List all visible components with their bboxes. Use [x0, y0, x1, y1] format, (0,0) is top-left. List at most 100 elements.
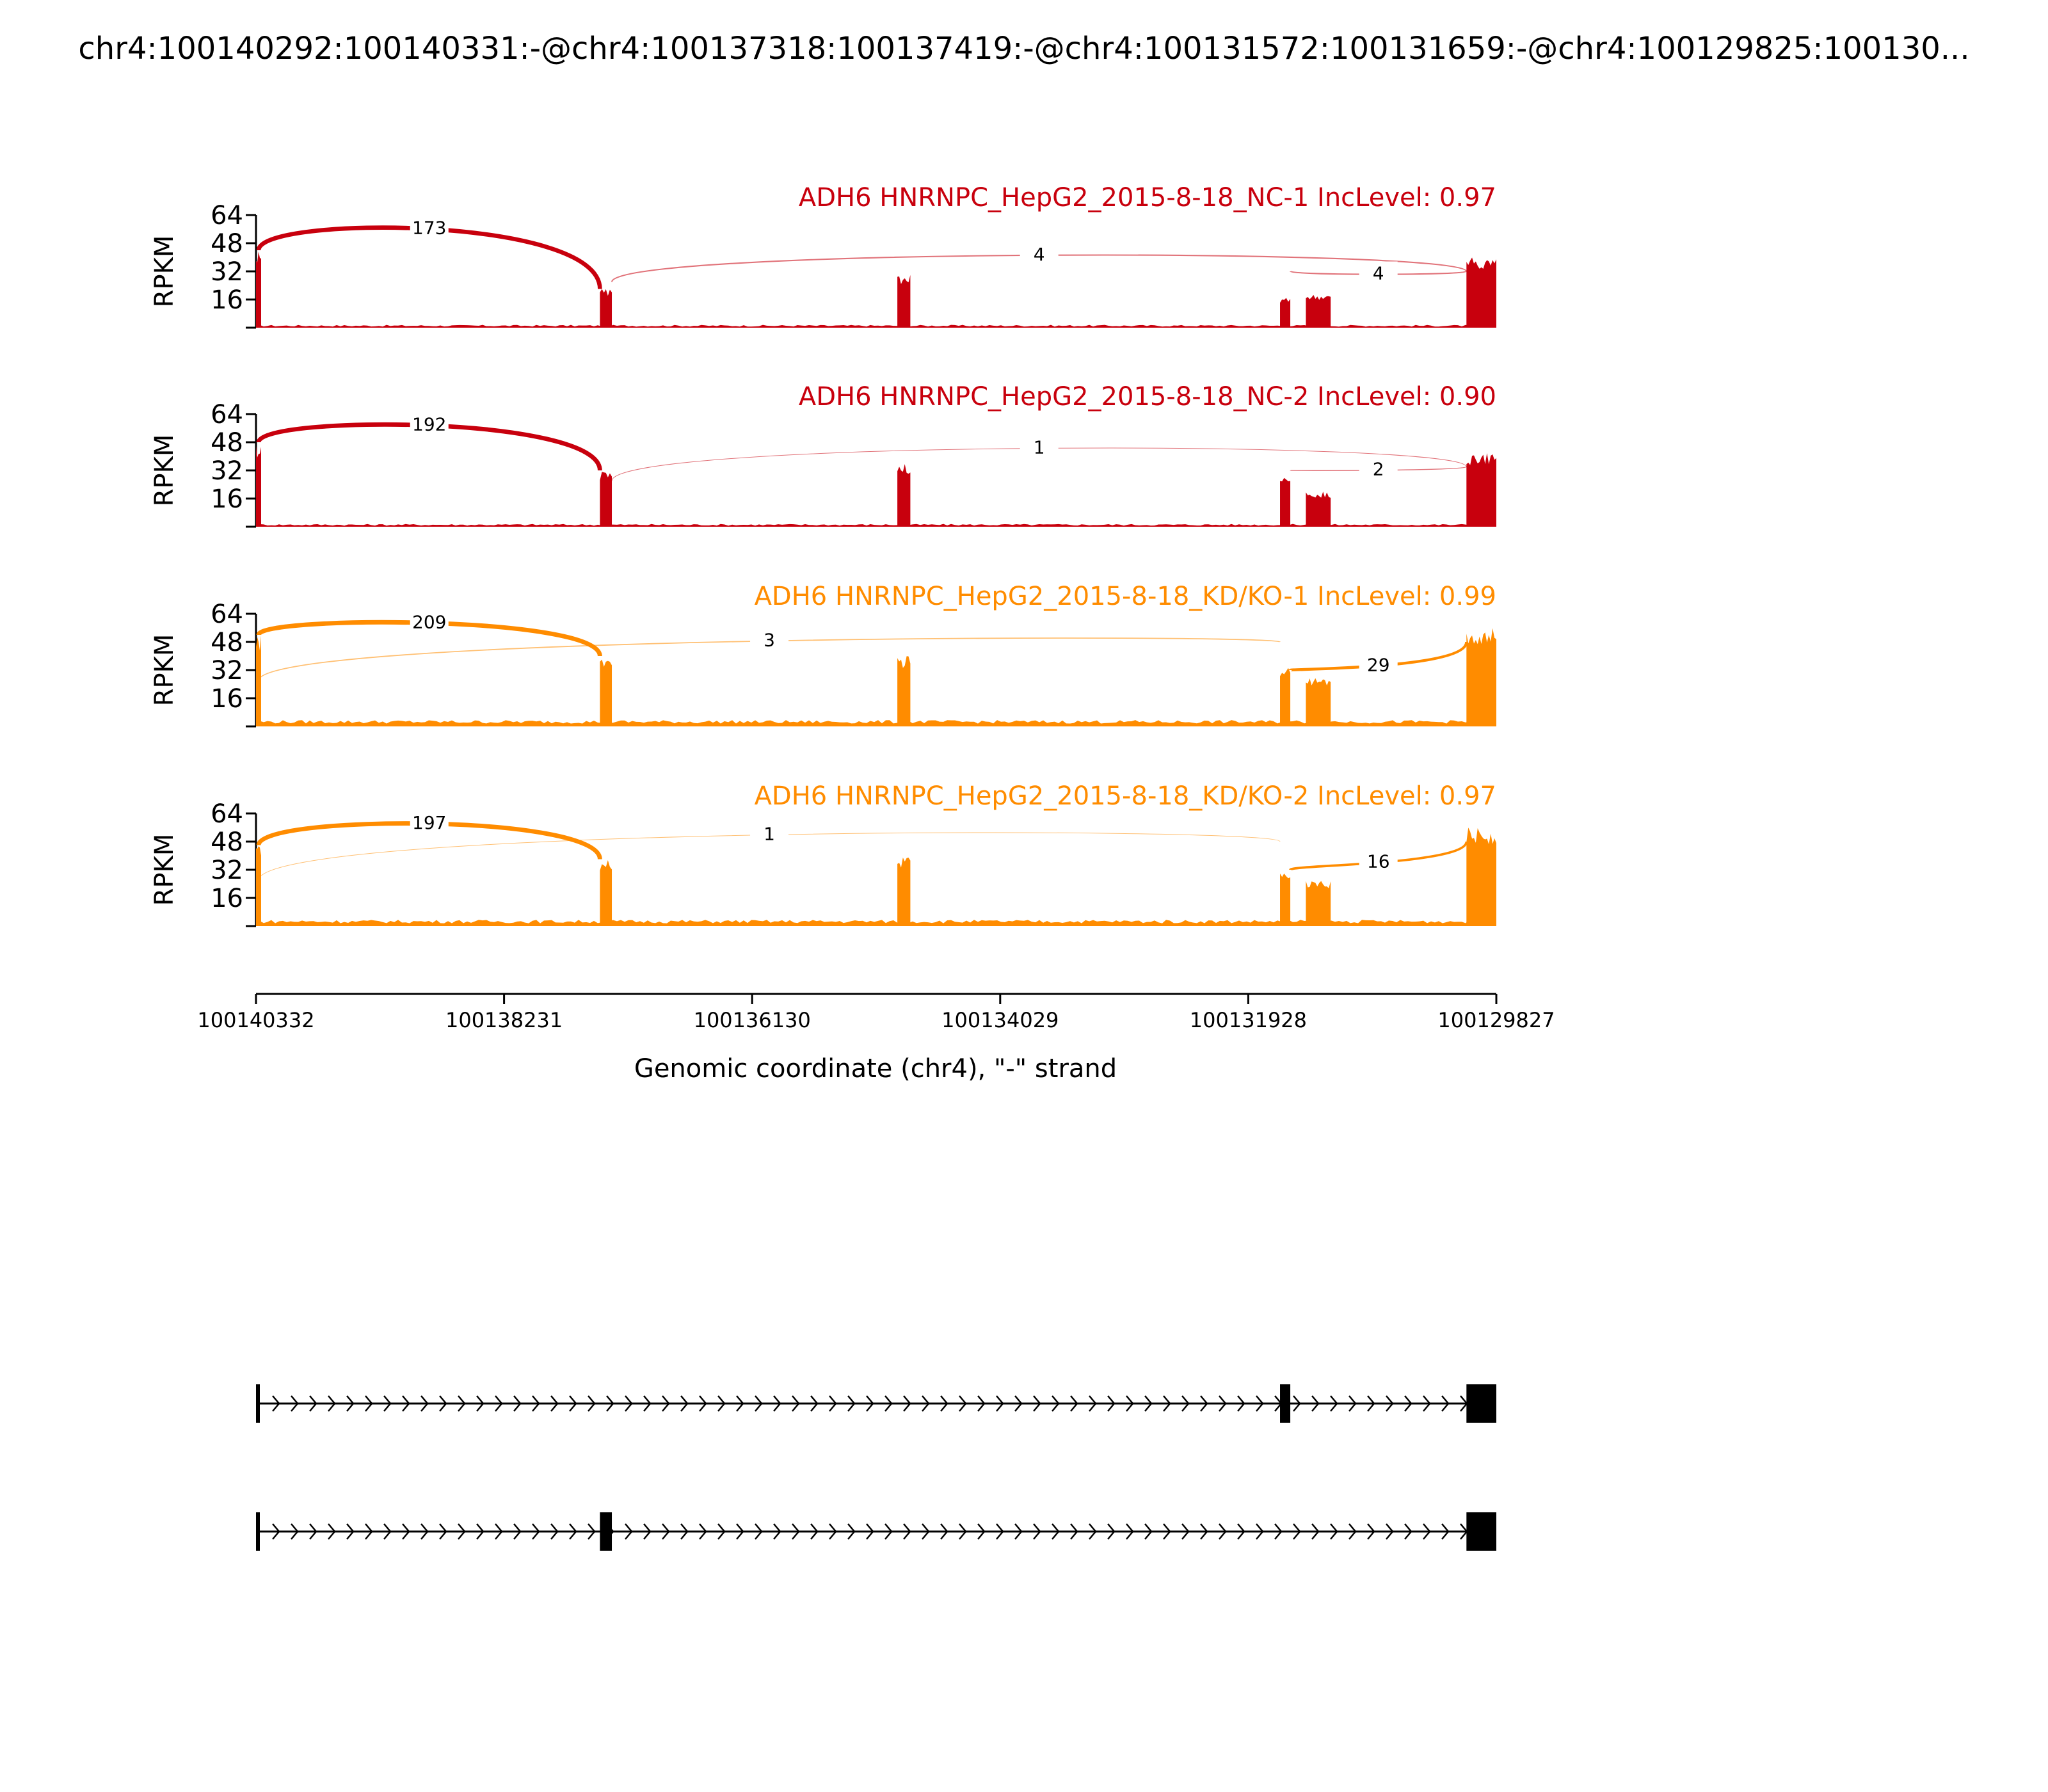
background-coverage — [256, 920, 1496, 926]
strand-arrow — [1200, 1523, 1208, 1540]
strand-arrow — [643, 1395, 652, 1412]
exon-coverage-2 — [600, 659, 612, 726]
isoform-exon-2 — [600, 1512, 612, 1551]
strand-arrow — [588, 1523, 596, 1540]
x-tick-label: 100134029 — [941, 1008, 1059, 1032]
strand-arrow — [680, 1395, 689, 1412]
strand-arrow — [328, 1395, 336, 1412]
strand-arrow — [996, 1395, 1004, 1412]
y-tick-label: 16 — [211, 484, 243, 514]
strand-arrow — [1237, 1395, 1245, 1412]
strand-arrow — [1386, 1523, 1394, 1540]
strand-arrow — [996, 1523, 1004, 1540]
strand-arrow — [1256, 1395, 1264, 1412]
strand-arrow — [903, 1395, 911, 1412]
strand-arrow — [662, 1523, 670, 1540]
strand-arrow — [810, 1395, 819, 1412]
background-coverage — [256, 720, 1496, 726]
strand-arrow — [643, 1523, 652, 1540]
strand-arrow — [420, 1395, 429, 1412]
strand-arrow — [588, 1395, 596, 1412]
track-title: ADH6 HNRNPC_HepG2_2015-8-18_KD/KO-1 IncL… — [755, 582, 1496, 611]
strand-arrow — [495, 1523, 503, 1540]
strand-arrow — [1330, 1523, 1338, 1540]
y-tick-label: 16 — [211, 684, 243, 714]
strand-arrow — [1014, 1395, 1023, 1412]
junction-label-bg — [410, 610, 449, 632]
exon-coverage-5 — [1306, 678, 1331, 726]
junction-label-bg — [1359, 261, 1398, 284]
strand-arrow — [1144, 1395, 1153, 1412]
junction-label-bg — [1020, 435, 1059, 458]
junction-label-bg — [1359, 653, 1398, 675]
strand-arrow — [532, 1395, 540, 1412]
strand-arrow — [903, 1523, 911, 1540]
strand-arrow — [420, 1523, 429, 1540]
y-tick-label: 48 — [211, 628, 243, 657]
strand-arrow — [680, 1523, 689, 1540]
exon-coverage-1 — [256, 445, 261, 527]
coverage-track-4: ADH6 HNRNPC_HepG2_2015-8-18_KD/KO-2 IncL… — [150, 781, 1496, 927]
y-axis-label: RPKM — [150, 634, 179, 707]
y-tick-label: 16 — [211, 285, 243, 315]
strand-arrow — [1348, 1395, 1357, 1412]
junction-count: 1 — [1034, 436, 1045, 458]
strand-arrow — [1126, 1523, 1134, 1540]
exon-coverage-5 — [1306, 492, 1331, 527]
strand-arrow — [625, 1395, 633, 1412]
track-title: ADH6 HNRNPC_HepG2_2015-8-18_KD/KO-2 IncL… — [755, 781, 1496, 811]
exon-coverage-3 — [897, 464, 911, 527]
strand-arrow — [755, 1395, 763, 1412]
isoform-exon-2 — [1280, 1384, 1291, 1423]
strand-arrow — [1070, 1395, 1078, 1412]
strand-arrow — [810, 1523, 819, 1540]
strand-arrow — [792, 1395, 800, 1412]
strand-arrow — [1033, 1395, 1041, 1412]
isoform-1 — [256, 1384, 1496, 1423]
strand-arrow — [532, 1523, 540, 1540]
isoform-structures — [256, 1384, 1496, 1551]
strand-arrow — [1163, 1523, 1171, 1540]
x-tick-label: 100131928 — [1190, 1008, 1307, 1032]
y-tick-label: 16 — [211, 884, 243, 913]
strand-arrow — [1311, 1523, 1320, 1540]
exon-coverage-2 — [600, 860, 612, 926]
coverage-track-3: ADH6 HNRNPC_HepG2_2015-8-18_KD/KO-1 IncL… — [150, 582, 1496, 728]
strand-arrow — [606, 1395, 614, 1412]
y-tick-label: 48 — [211, 428, 243, 458]
strand-arrow — [1107, 1395, 1116, 1412]
strand-arrow — [439, 1523, 447, 1540]
junction-count: 4 — [1034, 244, 1045, 265]
strand-arrow — [1404, 1395, 1412, 1412]
exon-coverage-3 — [897, 857, 911, 926]
x-tick-label: 100129827 — [1437, 1008, 1555, 1032]
y-tick-label: 64 — [211, 400, 243, 429]
junction-count: 16 — [1367, 851, 1390, 872]
background-coverage — [256, 524, 1496, 527]
strand-arrow — [402, 1395, 410, 1412]
strand-arrow — [1219, 1523, 1227, 1540]
exon-coverage-4 — [1280, 298, 1291, 328]
junction-label-bg — [1359, 849, 1398, 872]
junction-label-bg — [410, 810, 449, 833]
y-tick-label: 32 — [211, 656, 243, 685]
strand-arrow — [829, 1523, 837, 1540]
y-tick-label: 64 — [211, 600, 243, 629]
exon-coverage-4 — [1280, 873, 1291, 926]
isoform-exon-1 — [256, 1512, 260, 1551]
x-axis: 100140332 100138231 100136130 100134029 1001… — [197, 993, 1555, 1032]
junction-label-bg — [410, 412, 449, 435]
junction-label-bg — [750, 822, 789, 844]
strand-arrow — [513, 1523, 522, 1540]
y-axis-label: RPKM — [150, 236, 179, 308]
strand-arrow — [513, 1395, 522, 1412]
track-title: ADH6 HNRNPC_HepG2_2015-8-18_NC-2 IncLeve… — [799, 382, 1496, 412]
y-tick-label: 64 — [211, 201, 243, 230]
strand-arrow — [1033, 1523, 1041, 1540]
exon-coverage-6 — [1466, 628, 1496, 726]
strand-arrow — [365, 1523, 373, 1540]
strand-arrow — [291, 1523, 299, 1540]
strand-arrow — [309, 1395, 317, 1412]
strand-arrow — [1441, 1523, 1450, 1540]
exon-coverage-5 — [1306, 881, 1331, 926]
